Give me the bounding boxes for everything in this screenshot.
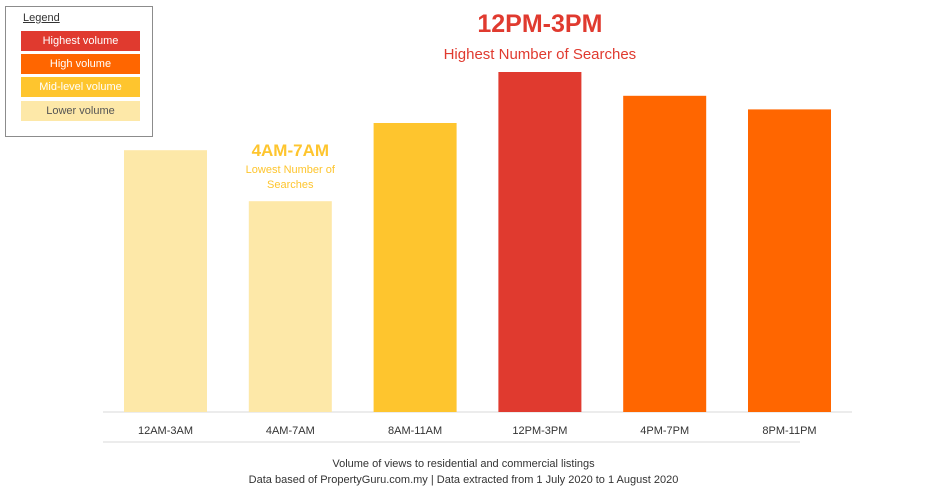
annotation-lowest-subtitle-line: Lowest Number of: [246, 164, 336, 176]
x-tick-label-12pm-3pm: 12PM-3PM: [512, 425, 567, 437]
bar-8am-11am: [373, 123, 457, 412]
annotation-lowest-subtitle-line: Searches: [267, 179, 314, 191]
annotation-highest-title: 12PM-3PM: [477, 10, 602, 38]
x-tick-label-4pm-7pm: 4PM-7PM: [640, 425, 689, 437]
bar-8pm-11pm: [748, 109, 831, 413]
bar-12pm-3pm: [498, 72, 582, 412]
footer-caption: Volume of views to residential and comme…: [332, 458, 595, 470]
x-tick-labels: 12AM-3AM 4AM-7AM 8AM-11AM 12PM-3PM 4PM-7PM 8P…: [138, 425, 817, 437]
legend-title: Legend: [23, 12, 60, 24]
bar-12am-3am: [124, 150, 207, 412]
footer-source: Data based of PropertyGuru.com.my | Data…: [248, 474, 679, 486]
annotation-highest-subtitle: Highest Number of Searches: [444, 46, 637, 63]
x-tick-label-12am-3am: 12AM-3AM: [138, 425, 193, 437]
legend: Legend Highest volume High volume Mid-le…: [5, 6, 153, 137]
x-tick-label-4am-7am: 4AM-7AM: [266, 425, 315, 437]
bars-group: [124, 72, 831, 413]
bar-4pm-7pm: [623, 95, 707, 413]
legend-item-lower: Lower volume: [21, 101, 140, 121]
x-tick-label-8pm-11pm: 8PM-11PM: [762, 425, 816, 437]
bar-4am-7am: [248, 201, 332, 412]
legend-item-mid-level: Mid-level volume: [21, 77, 140, 97]
annotations-group: 12PM-3PM Highest Number of Searches 4AM-7A…: [246, 10, 637, 191]
legend-item-high: High volume: [21, 54, 140, 74]
legend-item-highest: Highest volume: [21, 31, 140, 51]
annotation-lowest-title: 4AM-7AM: [252, 141, 329, 160]
x-tick-label-8am-11am: 8AM-11AM: [388, 425, 442, 437]
